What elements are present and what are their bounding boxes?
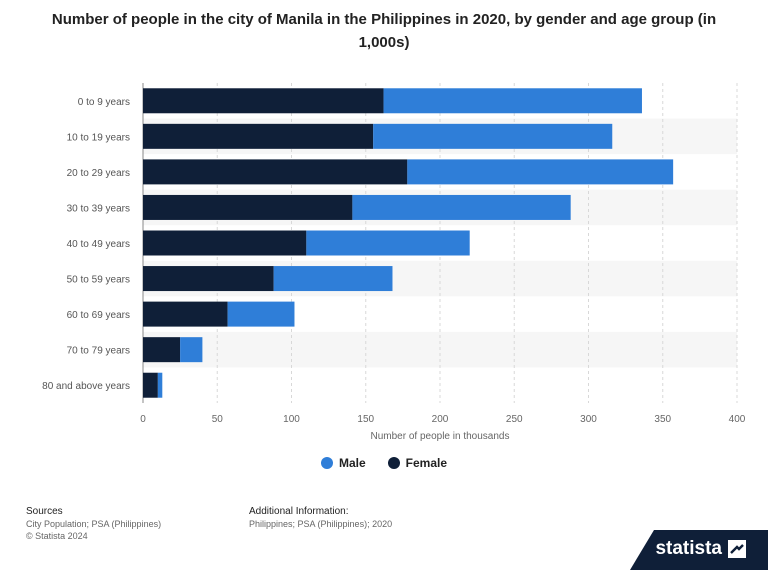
bar-female [143, 159, 408, 185]
chart-title: Number of people in the city of Manila i… [51, 11, 717, 51]
brand-name: statista [655, 538, 722, 559]
bar-female [143, 337, 181, 363]
bar-male [180, 337, 203, 363]
x-tick-label: 200 [432, 414, 449, 425]
bar-male [227, 301, 295, 327]
x-tick-label: 50 [212, 414, 224, 425]
bar-female [143, 301, 228, 327]
bar-male [407, 159, 674, 185]
bar-male [383, 88, 642, 114]
y-category-label: 0 to 9 years [78, 97, 130, 108]
bar-female [143, 123, 374, 149]
bar-female [143, 266, 274, 292]
y-category-label: 40 to 49 years [67, 239, 130, 250]
bar-female [143, 230, 307, 256]
legend-dot-female [387, 457, 400, 469]
x-tick-label: 350 [654, 414, 671, 425]
bar-male [373, 123, 613, 149]
legend-dot-male [320, 457, 333, 469]
bar-female [143, 194, 353, 220]
legend-item-male[interactable]: Male [320, 456, 366, 470]
sources-heading: Sources [26, 506, 63, 517]
x-tick-label: 0 [140, 414, 146, 425]
bar-female [143, 372, 158, 398]
y-category-label: 30 to 39 years [67, 203, 130, 214]
y-category-label: 20 to 29 years [67, 168, 130, 179]
bar-female [143, 88, 384, 114]
x-tick-label: 300 [580, 414, 597, 425]
bar-male [157, 372, 163, 398]
additional-info-block: Additional Information: Philippines; PSA… [249, 506, 392, 530]
bar-male [306, 230, 470, 256]
bar-male [352, 194, 571, 220]
x-tick-label: 400 [729, 414, 746, 425]
bar-chart: 0 50 100 150 200 250 300 350 400 0 to 9 years 10 t… [42, 83, 746, 442]
bar-male [273, 266, 393, 292]
legend-label-female: Female [405, 456, 448, 470]
sources-text: City Population; PSA (Philippines) [26, 519, 162, 529]
additional-info-heading: Additional Information: [249, 506, 349, 517]
additional-info-text: Philippines; PSA (Philippines); 2020 [249, 519, 393, 529]
x-tick-label: 100 [283, 414, 300, 425]
y-category-label: 50 to 59 years [67, 275, 130, 286]
statista-brand[interactable]: statista [655, 538, 746, 560]
copyright-text: © Statista 2024 [26, 531, 88, 541]
x-tick-label: 150 [357, 414, 374, 425]
legend: Male Female [0, 456, 768, 470]
sources-block: Sources City Population; PSA (Philippine… [26, 506, 161, 542]
legend-item-female[interactable]: Female [387, 456, 448, 470]
x-axis-label: Number of people in thousands [371, 431, 510, 442]
y-category-label: 80 and above years [42, 381, 130, 392]
statista-logo-icon [728, 540, 746, 558]
y-category-label: 70 to 79 years [67, 346, 130, 357]
y-category-label: 60 to 69 years [67, 310, 130, 321]
legend-label-male: Male [338, 456, 366, 470]
x-tick-label: 250 [506, 414, 523, 425]
y-category-label: 10 to 19 years [67, 132, 130, 143]
